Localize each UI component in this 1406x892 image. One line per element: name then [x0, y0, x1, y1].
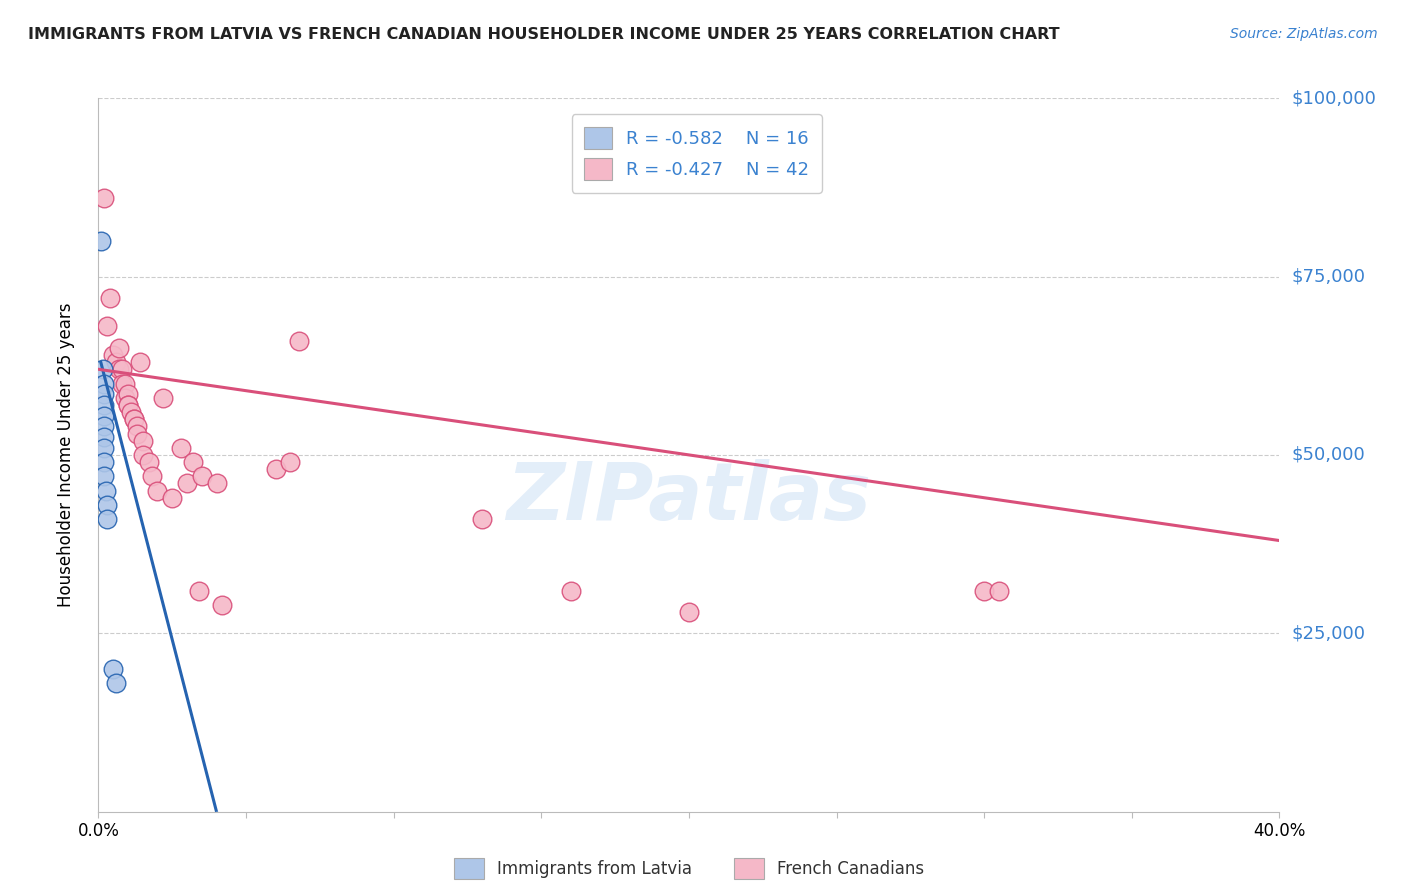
- Point: [560, 583, 582, 598]
- Point: [122, 412, 145, 426]
- Point: [96, 319, 118, 334]
- Point: [117, 387, 139, 401]
- Text: ZIPatlas: ZIPatlas: [506, 458, 872, 537]
- Point: [132, 434, 155, 448]
- Point: [105, 676, 128, 690]
- Text: $100,000: $100,000: [1291, 89, 1376, 107]
- Point: [176, 476, 198, 491]
- Point: [146, 483, 169, 498]
- Y-axis label: Householder Income Under 25 years: Householder Income Under 25 years: [56, 302, 75, 607]
- Point: [90, 234, 112, 248]
- Point: [111, 376, 134, 391]
- Text: $75,000: $75,000: [1291, 268, 1365, 285]
- Point: [132, 448, 155, 462]
- Point: [93, 455, 115, 469]
- Point: [138, 455, 160, 469]
- Point: [187, 583, 209, 598]
- Point: [120, 405, 142, 419]
- Point: [98, 291, 121, 305]
- Text: $50,000: $50,000: [1291, 446, 1365, 464]
- Point: [125, 419, 148, 434]
- Point: [170, 441, 193, 455]
- Point: [162, 491, 183, 505]
- Point: [278, 455, 302, 469]
- Point: [264, 462, 287, 476]
- Point: [211, 598, 233, 612]
- Point: [93, 191, 115, 205]
- Point: [93, 430, 115, 444]
- Point: [471, 512, 494, 526]
- Point: [108, 362, 131, 376]
- Legend: Immigrants from Latvia, French Canadians: Immigrants from Latvia, French Canadians: [447, 852, 931, 886]
- Point: [191, 469, 214, 483]
- Point: [973, 583, 995, 598]
- Point: [103, 662, 125, 676]
- Point: [96, 498, 118, 512]
- Text: Source: ZipAtlas.com: Source: ZipAtlas.com: [1230, 27, 1378, 41]
- Point: [122, 412, 145, 426]
- Point: [93, 398, 115, 412]
- Point: [128, 355, 150, 369]
- Point: [93, 419, 115, 434]
- Point: [111, 362, 134, 376]
- Point: [93, 387, 115, 401]
- Point: [108, 341, 131, 355]
- Point: [94, 483, 117, 498]
- Point: [103, 348, 125, 362]
- Point: [93, 469, 115, 483]
- Point: [205, 476, 228, 491]
- Point: [678, 605, 700, 619]
- Point: [96, 512, 118, 526]
- Point: [288, 334, 311, 348]
- Point: [141, 469, 163, 483]
- Point: [125, 426, 148, 441]
- Point: [114, 391, 136, 405]
- Point: [93, 376, 115, 391]
- Text: IMMIGRANTS FROM LATVIA VS FRENCH CANADIAN HOUSEHOLDER INCOME UNDER 25 YEARS CORR: IMMIGRANTS FROM LATVIA VS FRENCH CANADIA…: [28, 27, 1060, 42]
- Point: [114, 376, 136, 391]
- Point: [117, 398, 139, 412]
- Point: [181, 455, 204, 469]
- Point: [93, 441, 115, 455]
- Point: [117, 398, 139, 412]
- Text: $25,000: $25,000: [1291, 624, 1365, 642]
- Point: [105, 355, 128, 369]
- Point: [93, 409, 115, 423]
- Point: [152, 391, 174, 405]
- Point: [987, 583, 1010, 598]
- Point: [91, 362, 114, 376]
